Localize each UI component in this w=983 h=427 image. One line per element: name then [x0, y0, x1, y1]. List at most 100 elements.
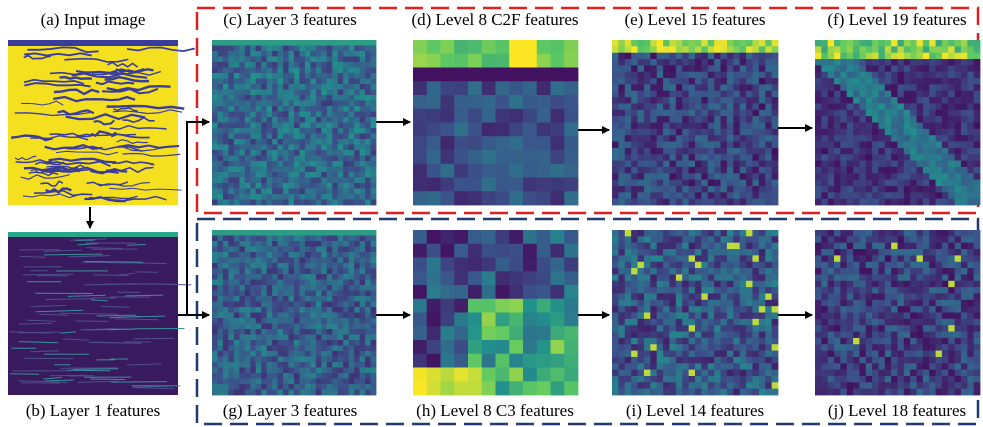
- feature-pixel: [625, 186, 632, 193]
- feature-pixel: [354, 362, 360, 368]
- feature-pixel: [261, 200, 267, 206]
- feature-pixel: [834, 306, 841, 313]
- feature-pixel: [217, 117, 223, 123]
- feature-pixel: [261, 117, 267, 123]
- feature-pixel: [343, 183, 349, 189]
- feature-pixel: [305, 194, 311, 200]
- feature-pixel: [360, 373, 366, 379]
- feature-pixel: [853, 268, 860, 275]
- feature-pixel: [701, 262, 708, 269]
- feature-pixel: [321, 302, 327, 308]
- feature-pixel: [278, 379, 284, 385]
- feature-pixel: [866, 338, 873, 345]
- feature-pixel: [689, 65, 696, 72]
- feature-pixel: [631, 148, 638, 155]
- feature-pixel: [261, 123, 267, 129]
- feature-pixel: [289, 68, 295, 74]
- feature-pixel: [898, 84, 905, 91]
- feature-pixel: [727, 91, 734, 98]
- feature-pixel: [853, 173, 860, 180]
- feature-pixel: [294, 302, 300, 308]
- feature-pixel: [669, 382, 676, 389]
- feature-pixel: [267, 329, 273, 335]
- feature-pixel: [898, 46, 905, 53]
- feature-pixel: [872, 40, 879, 47]
- feature-pixel: [537, 54, 551, 68]
- feature-pixel: [217, 167, 223, 173]
- feature-pixel: [217, 236, 223, 242]
- feature-pixel: [765, 103, 772, 110]
- feature-pixel: [625, 135, 632, 142]
- feature-pixel: [612, 91, 619, 98]
- feature-pixel: [967, 123, 974, 130]
- feature-pixel: [256, 178, 262, 184]
- feature-pixel: [644, 344, 651, 351]
- feature-pixel: [644, 78, 651, 85]
- panel-label: (b) Layer 1 features: [26, 401, 161, 420]
- feature-pixel: [343, 241, 349, 247]
- feature-pixel: [847, 357, 854, 364]
- feature-pixel: [840, 230, 847, 237]
- feature-pixel: [496, 381, 510, 395]
- feature-pixel: [859, 53, 866, 60]
- feature-pixel: [631, 243, 638, 250]
- feature-pixel: [765, 338, 772, 345]
- feature-pixel: [338, 46, 344, 52]
- feature-pixel: [267, 280, 273, 286]
- feature-pixel: [929, 281, 936, 288]
- feature-pixel: [828, 230, 835, 237]
- feature-pixel: [299, 172, 305, 178]
- layer1-stroke: [10, 374, 39, 375]
- feature-pixel: [727, 313, 734, 320]
- feature-pixel: [321, 90, 327, 96]
- feature-pixel: [618, 370, 625, 377]
- feature-pixel: [289, 101, 295, 107]
- feature-pixel: [917, 72, 924, 79]
- feature-pixel: [278, 150, 284, 156]
- feature-pixel: [228, 68, 234, 74]
- feature-pixel: [468, 95, 482, 109]
- feature-pixel: [682, 357, 689, 364]
- feature-pixel: [708, 255, 715, 262]
- feature-pixel: [961, 344, 968, 351]
- feature-pixel: [840, 325, 847, 332]
- feature-pixel: [682, 142, 689, 149]
- feature-pixel: [815, 243, 822, 250]
- feature-pixel: [721, 103, 728, 110]
- feature-pixel: [299, 183, 305, 189]
- feature-pixel: [625, 243, 632, 250]
- feature-pixel: [967, 249, 974, 256]
- panel-label: (c) Layer 3 features: [223, 10, 357, 29]
- feature-pixel: [974, 84, 981, 91]
- feature-pixel: [942, 72, 949, 79]
- feature-pixel: [878, 199, 885, 206]
- feature-pixel: [657, 129, 664, 136]
- feature-pixel: [289, 335, 295, 341]
- feature-pixel: [316, 368, 322, 374]
- feature-pixel: [967, 135, 974, 142]
- feature-pixel: [267, 161, 273, 167]
- feature-pixel: [740, 281, 747, 288]
- feature-pixel: [245, 172, 251, 178]
- feature-pixel: [866, 363, 873, 370]
- feature-pixel: [714, 300, 721, 307]
- feature-pixel: [746, 344, 753, 351]
- feature-pixel: [427, 285, 441, 299]
- feature-pixel: [759, 300, 766, 307]
- feature-pixel: [891, 186, 898, 193]
- feature-pixel: [371, 95, 377, 101]
- feature-pixel: [234, 51, 240, 57]
- feature-pixel: [564, 285, 578, 299]
- feature-pixel: [413, 68, 427, 82]
- feature-pixel: [847, 363, 854, 370]
- feature-pixel: [910, 300, 917, 307]
- feature-pixel: [853, 59, 860, 66]
- feature-pixel: [551, 230, 565, 244]
- feature-pixel: [321, 172, 327, 178]
- feature-pixel: [657, 40, 664, 47]
- feature-pixel: [759, 230, 766, 237]
- feature-pixel: [910, 262, 917, 269]
- feature-pixel: [332, 90, 338, 96]
- feature-pixel: [321, 117, 327, 123]
- feature-pixel: [708, 344, 715, 351]
